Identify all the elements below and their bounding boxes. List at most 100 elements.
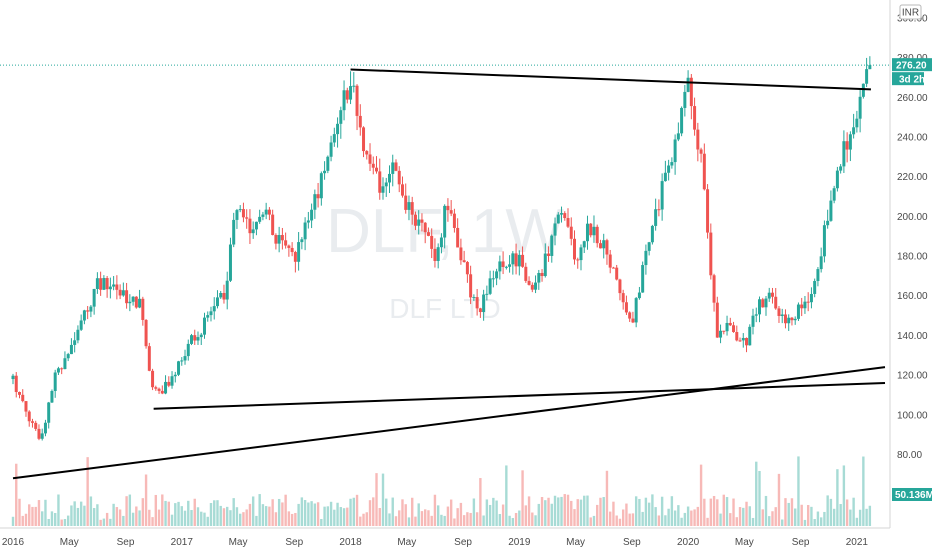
volume-bar (420, 511, 424, 526)
volume-bar (745, 501, 748, 526)
rising-support-line[interactable] (12, 366, 886, 480)
volume-bar (573, 509, 576, 526)
volume-bar (605, 470, 609, 526)
candle-body (423, 222, 427, 233)
volume-bar (845, 499, 849, 526)
candle-body (452, 213, 456, 228)
candle-body (728, 322, 732, 326)
candle-body (641, 265, 645, 293)
candle-body (375, 167, 379, 172)
candle-body (809, 293, 813, 303)
candle-body (212, 306, 216, 312)
volume-bar (57, 494, 60, 526)
volume-bar (226, 506, 229, 526)
volume-bar (599, 497, 602, 526)
time-tick-label: May (735, 537, 754, 548)
candle-body (589, 223, 593, 236)
volume-bar (586, 495, 589, 526)
time-tick-label: 2019 (508, 537, 531, 548)
horizontal-support-line[interactable] (153, 382, 886, 410)
candle-body (647, 242, 651, 251)
volume-bar (436, 505, 440, 526)
volume-bar (342, 508, 346, 526)
volume-bar (423, 509, 427, 526)
time-tick-label: May (397, 537, 416, 548)
countdown-badge (892, 72, 924, 86)
volume-bar (346, 507, 349, 526)
candle-body (219, 293, 223, 298)
volume-bar (781, 519, 784, 526)
volume-bar (810, 506, 813, 526)
volume-bar (333, 509, 336, 526)
volume-bar (514, 512, 518, 526)
candle-body (845, 141, 849, 150)
volume-bar (498, 514, 502, 526)
volume-bar (63, 519, 67, 526)
candle-body (443, 205, 447, 238)
candle-body (579, 247, 583, 261)
volume-bar (771, 511, 774, 526)
currency-badge[interactable] (899, 4, 922, 20)
volume-bar (170, 514, 174, 526)
candle-body (495, 271, 499, 279)
candle-body (157, 388, 161, 391)
candle-body (56, 368, 60, 373)
volume-bar (644, 497, 648, 526)
candle-body (741, 337, 745, 341)
candle-body (128, 301, 132, 304)
volume-bar (37, 500, 41, 526)
volume-bar (868, 505, 872, 526)
time-tick-label: 2018 (339, 537, 362, 548)
candle-body (241, 209, 245, 218)
candle-body (631, 318, 635, 323)
volume-bar (31, 506, 34, 526)
candle-body (225, 280, 229, 300)
candle-body (761, 299, 765, 308)
volume-bar (813, 519, 816, 526)
candle-body (190, 335, 194, 344)
candle-body (683, 91, 687, 108)
volume-bar (469, 512, 472, 526)
candle-body (806, 301, 810, 303)
volume-bar (631, 513, 635, 526)
volume-bar (216, 500, 219, 526)
candle-body (861, 83, 865, 97)
candle-body (436, 247, 440, 261)
candle-body (228, 244, 232, 281)
candle-body (183, 356, 187, 361)
candle-body (498, 261, 502, 272)
candle-body (332, 134, 336, 143)
volume-bar (719, 513, 722, 526)
volume-bar (232, 498, 235, 526)
candle-body (803, 301, 807, 309)
volume-bar (738, 507, 742, 526)
volume-bar (479, 478, 482, 526)
candle-body (560, 213, 564, 215)
volume-bar (634, 496, 638, 526)
upper-resistance-line[interactable] (350, 68, 871, 91)
volume-bar (352, 497, 355, 526)
candle-body (131, 296, 135, 302)
candle-body (644, 250, 648, 266)
volume-bar (446, 506, 450, 526)
volume-bar (394, 516, 398, 526)
candle-body (284, 240, 288, 246)
volume-bar (518, 510, 521, 526)
volume-bar (602, 497, 605, 526)
time-axis[interactable]: 2016 May Sep 2017 May Sep 2018 May Sep 2019 May Sep… (0, 527, 890, 548)
candle-body (147, 346, 151, 371)
volume-bar (660, 496, 664, 526)
volume-bar (651, 494, 654, 526)
candle-body (186, 343, 190, 357)
candle-body (264, 209, 268, 215)
volume-bar (190, 510, 193, 526)
volume-bar (300, 497, 304, 526)
volume-bar (547, 497, 550, 526)
candle-body (417, 219, 421, 226)
candle-body (27, 411, 31, 422)
volume-bar (615, 515, 618, 526)
volume-bar (709, 498, 713, 526)
candle-body (650, 225, 654, 243)
volume-bar (200, 511, 203, 526)
